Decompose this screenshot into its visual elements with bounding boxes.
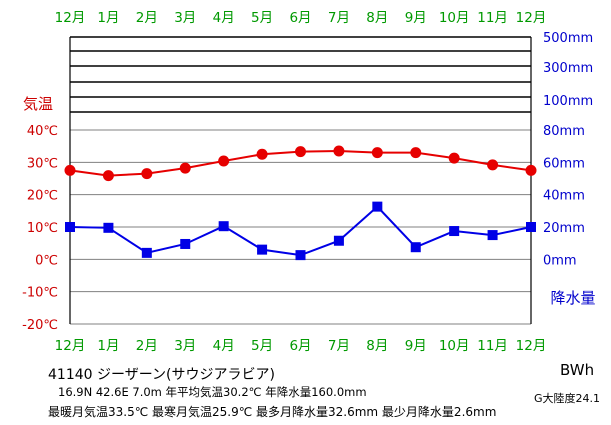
temperature-tick-label: 30℃	[27, 156, 58, 171]
month-label-top: 12月	[516, 10, 547, 26]
month-label-bottom: 1月	[97, 338, 119, 354]
axis-layer	[69, 36, 532, 324]
temperature-point	[410, 147, 422, 159]
precipitation-point	[410, 242, 421, 253]
temperature-tick-label: 10℃	[27, 221, 58, 236]
precip-tick-label-upper: 300mm	[543, 61, 593, 76]
precip-tick-label: 80mm	[543, 124, 585, 139]
precip-tick-label-upper: 500mm	[543, 31, 593, 46]
precipitation-point	[65, 222, 75, 232]
temperature-point	[256, 148, 268, 160]
precipitation-point	[257, 244, 268, 255]
month-label-top: 1月	[97, 10, 119, 26]
precip-tick-label: 20mm	[543, 221, 585, 236]
temperature-point	[371, 147, 383, 159]
month-label-top: 4月	[213, 10, 235, 26]
month-label-bottom: 2月	[136, 338, 158, 354]
month-label-bottom: 5月	[251, 338, 273, 354]
temperature-point	[525, 164, 537, 176]
month-label-bottom: 4月	[213, 338, 235, 354]
precip-tick-label: 60mm	[543, 156, 585, 171]
temperature-tick-label: 40℃	[27, 124, 58, 139]
temperature-point	[218, 155, 230, 167]
month-label-bottom: 7月	[328, 338, 350, 354]
precipitation-point	[526, 222, 536, 232]
temperature-axis-title: 気温	[23, 95, 53, 113]
temperature-point	[141, 168, 153, 180]
temperature-point	[333, 145, 345, 157]
precipitation-line	[69, 205, 532, 257]
temperature-tick-label: -10℃	[22, 286, 58, 301]
label-layer: 12月 1月 2月 3月 4月 5月 6月 7月 8月 9月 10月 11月 12月 12月 1月 2月 3月 4…	[22, 10, 595, 354]
precipitation-point	[449, 226, 460, 237]
precipitation-point	[218, 221, 229, 232]
precipitation-axis-title: 降水量	[550, 289, 595, 307]
month-label-bottom: 9月	[405, 338, 427, 354]
precipitation-point	[295, 250, 306, 261]
month-label-top: 10月	[439, 10, 470, 26]
month-label-bottom: 10月	[439, 338, 470, 354]
temperature-tick-label: 0℃	[35, 253, 58, 268]
month-label-top: 6月	[289, 10, 311, 26]
precipitation-point	[141, 247, 152, 258]
temperature-point	[102, 170, 114, 182]
month-label-top: 7月	[328, 10, 350, 26]
temperature-point	[295, 146, 306, 158]
month-label-top: 5月	[251, 10, 273, 26]
temperature-tick-label: 20℃	[27, 189, 58, 204]
precip-tick-label-upper: 100mm	[543, 94, 593, 109]
precipitation-point	[180, 238, 191, 249]
month-label-top: 2月	[136, 10, 158, 26]
month-label-top: 11月	[477, 10, 508, 26]
month-label-bottom: 3月	[174, 338, 196, 354]
month-label-bottom: 12月	[55, 338, 86, 354]
series-layer	[64, 145, 537, 261]
precipitation-point	[333, 235, 344, 246]
precip-tick-label: 0mm	[543, 253, 577, 268]
temperature-tick-label: -20℃	[22, 318, 58, 333]
precipitation-point	[103, 222, 114, 233]
month-label-bottom: 8月	[366, 338, 388, 354]
temperature-point	[179, 162, 191, 174]
month-label-bottom: 6月	[289, 338, 311, 354]
temperature-point	[64, 164, 76, 176]
month-label-bottom: 11月	[477, 338, 508, 354]
temperature-point	[487, 159, 499, 171]
month-label-top: 9月	[405, 10, 427, 26]
precipitation-point	[487, 230, 498, 241]
month-label-top: 8月	[366, 10, 388, 26]
month-label-top: 3月	[174, 10, 196, 26]
month-label-top: 12月	[55, 10, 86, 26]
precipitation-point	[372, 201, 383, 212]
precip-tick-label: 40mm	[543, 189, 585, 204]
temperature-point	[448, 152, 460, 164]
month-label-bottom: 12月	[516, 338, 547, 354]
